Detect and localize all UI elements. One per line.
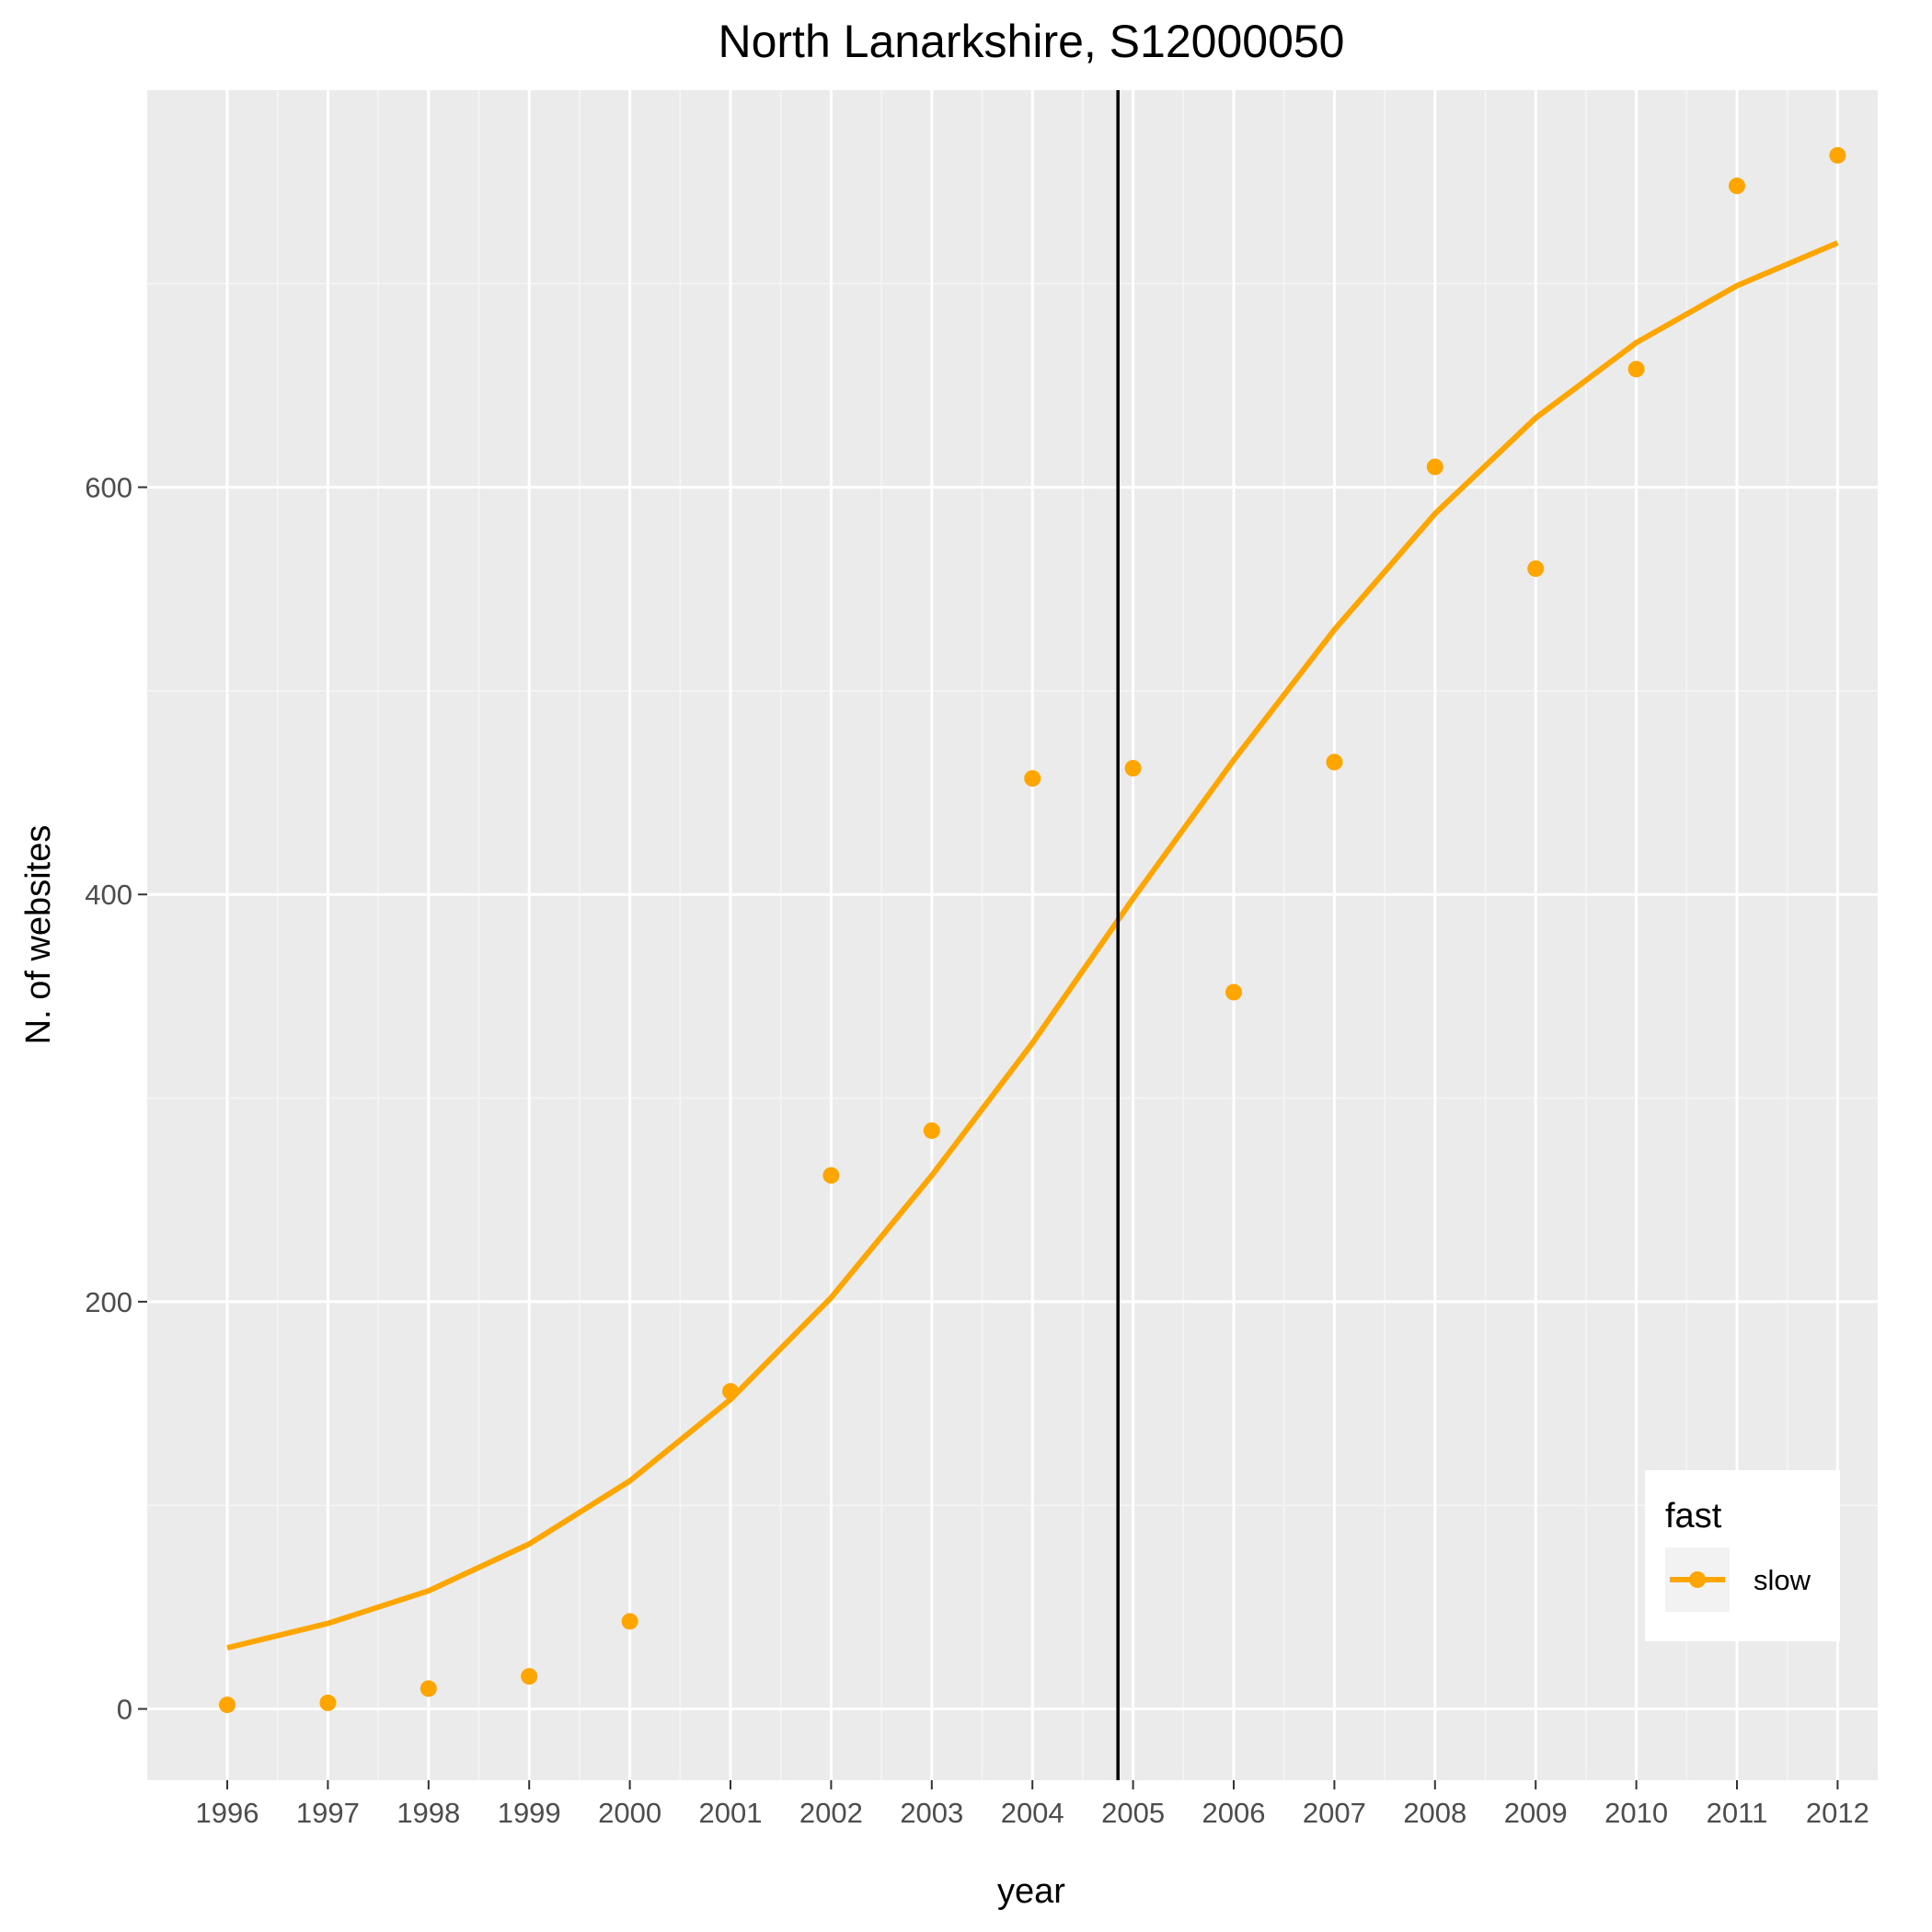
data-point: [1729, 178, 1745, 195]
data-point: [521, 1668, 538, 1685]
x-tick-label: 2003: [900, 1797, 963, 1829]
data-point: [1024, 770, 1041, 788]
x-tick-label: 2008: [1403, 1797, 1466, 1829]
x-tick-label: 2001: [699, 1797, 763, 1829]
trend-line-slow: [226, 240, 1839, 1651]
x-tick-label: 2006: [1202, 1797, 1266, 1829]
data-point: [219, 1696, 236, 1714]
data-point: [420, 1680, 437, 1697]
x-tick-label: 1996: [196, 1797, 259, 1829]
grid-minor: [147, 90, 1878, 1780]
x-axis-title: year: [997, 1872, 1065, 1911]
legend-label-slow: slow: [1754, 1564, 1811, 1596]
x-tick-label: 2010: [1604, 1797, 1668, 1829]
x-tick-label: 2009: [1504, 1797, 1568, 1829]
x-tick-label: 2007: [1303, 1797, 1366, 1829]
data-point: [319, 1694, 337, 1711]
y-tick-label: 0: [117, 1694, 132, 1726]
data-point: [822, 1167, 840, 1184]
legend-title: fast: [1665, 1497, 1722, 1535]
legend: fast slow: [1645, 1470, 1840, 1641]
y-tick-label: 600: [85, 472, 132, 504]
data-point: [621, 1613, 638, 1630]
series-layer: [219, 146, 1846, 1714]
x-tick-label: 2005: [1101, 1797, 1165, 1829]
y-tick-label: 200: [85, 1286, 132, 1318]
x-axis: 1996 1997 1998 1999 2000 2001 2002 2003 2004 2005…: [196, 1780, 1869, 1829]
x-tick-label: 2000: [598, 1797, 661, 1829]
data-point: [1225, 983, 1242, 1001]
data-point: [722, 1383, 739, 1400]
data-point: [1527, 560, 1545, 578]
plot-panel: [147, 90, 1878, 1780]
x-tick-label: 2011: [1707, 1797, 1768, 1829]
data-point: [1124, 760, 1142, 777]
y-axis: 0 200 400 600: [85, 472, 147, 1726]
x-tick-label: 2002: [799, 1797, 863, 1829]
chart-title: North Lanarkshire, S12000050: [718, 16, 1344, 67]
data-point: [1829, 146, 1846, 164]
y-axis-title: N. of websites: [19, 825, 58, 1045]
data-point: [1326, 753, 1343, 771]
legend-key-point: [1689, 1571, 1706, 1588]
y-tick-label: 400: [85, 879, 132, 911]
x-tick-label: 1997: [296, 1797, 360, 1829]
x-tick-label: 2004: [1001, 1797, 1064, 1829]
data-point: [923, 1121, 940, 1139]
x-tick-label: 1998: [397, 1797, 460, 1829]
data-point: [1426, 458, 1443, 476]
grid-major: [147, 90, 1878, 1780]
x-tick-label: 2012: [1806, 1797, 1869, 1829]
data-point: [1627, 361, 1645, 378]
x-tick-label: 1999: [498, 1797, 561, 1829]
